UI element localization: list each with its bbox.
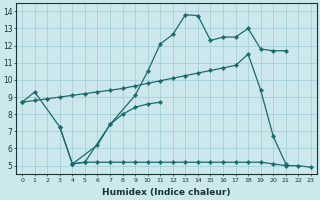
- X-axis label: Humidex (Indice chaleur): Humidex (Indice chaleur): [102, 188, 231, 197]
